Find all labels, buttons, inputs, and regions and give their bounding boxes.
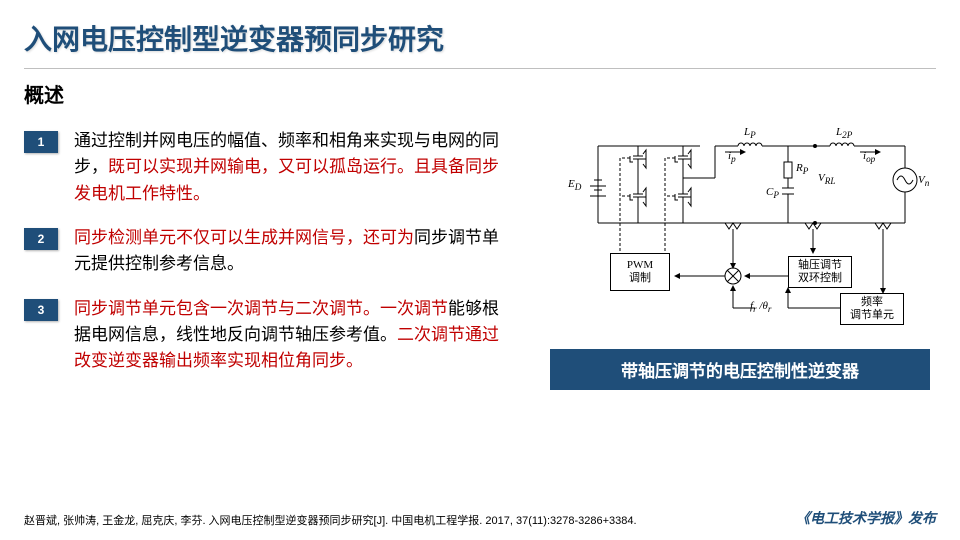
bullet-text: 同步检测单元不仅可以生成并网信号，还可为同步调节单元提供控制参考信息。 — [74, 225, 514, 278]
box-axctrl: 轴压调节双环控制 — [788, 256, 852, 288]
bullet-item: 3 同步调节单元包含一次调节与二次调节。一次调节能够根据电网信息，线性地反向调节轴… — [24, 296, 514, 375]
content-area: 1 通过控制并网电压的幅值、频率和相角来实现与电网的同步，既可以实现并网输电，又可… — [0, 128, 960, 393]
bullet-text: 通过控制并网电压的幅值、频率和相角来实现与电网的同步，既可以实现并网输电，又可以… — [74, 128, 514, 207]
horizontal-rule — [24, 68, 936, 69]
bullet-text: 同步调节单元包含一次调节与二次调节。一次调节能够根据电网信息，线性地反向调节轴压… — [74, 296, 514, 375]
citation-text: 赵晋斌, 张帅涛, 王金龙, 屈克庆, 李芬. 入网电压控制型逆变器预同步研究[… — [24, 512, 637, 528]
figure-column: ED LP L2P ip iop RP CP VRL Vn fr /θr PWM… — [514, 128, 936, 393]
label-lp: LP — [744, 126, 756, 140]
label-ed: ED — [568, 178, 581, 192]
bullet-item: 1 通过控制并网电压的幅值、频率和相角来实现与电网的同步，既可以实现并网输电，又可… — [24, 128, 514, 207]
figure-caption: 带轴压调节的电压控制性逆变器 — [550, 349, 930, 390]
bullet-item: 2 同步检测单元不仅可以生成并网信号，还可为同步调节单元提供控制参考信息。 — [24, 225, 514, 278]
label-cp: CP — [766, 186, 779, 200]
title-bar: 入网电压控制型逆变器预同步研究 — [0, 0, 960, 64]
bullet-number: 1 — [24, 131, 58, 153]
label-ftheta: fr /θr — [750, 300, 771, 314]
circuit-diagram: ED LP L2P ip iop RP CP VRL Vn fr /θr PWM… — [550, 128, 930, 333]
slide-title: 入网电压控制型逆变器预同步研究 — [24, 18, 936, 58]
label-vrl: VRL — [818, 172, 835, 186]
footer: 赵晋斌, 张帅涛, 王金龙, 屈克庆, 李芬. 入网电压控制型逆变器预同步研究[… — [24, 508, 936, 528]
label-l2p: L2P — [836, 126, 852, 140]
label-vn: Vn — [918, 174, 929, 188]
label-ip: ip — [728, 150, 736, 164]
journal-label: 《电工技术学报》发布 — [796, 508, 936, 528]
bullet-number: 3 — [24, 299, 58, 321]
box-pwm: PWM调制 — [610, 253, 670, 291]
label-iop: iop — [863, 150, 875, 164]
section-subtitle: 概述 — [24, 79, 960, 108]
box-freq: 频率调节单元 — [840, 293, 904, 325]
label-rp: RP — [796, 162, 808, 176]
bullet-list: 1 通过控制并网电压的幅值、频率和相角来实现与电网的同步，既可以实现并网输电，又可… — [24, 128, 514, 393]
bullet-number: 2 — [24, 228, 58, 250]
